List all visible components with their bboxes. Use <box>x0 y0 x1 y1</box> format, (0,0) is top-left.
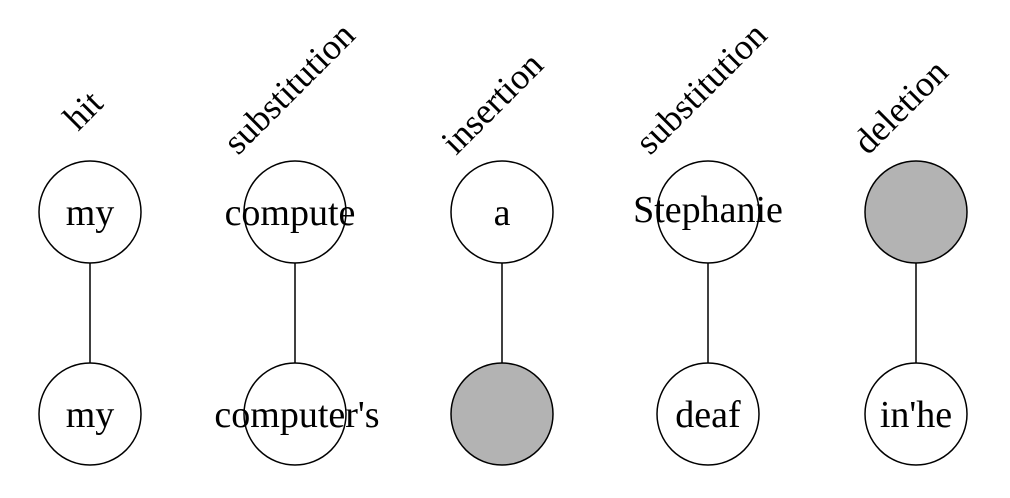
hypothesis-node-empty <box>450 362 554 466</box>
reference-word: Stephanie <box>633 189 783 231</box>
reference-word: a <box>494 192 511 234</box>
alignment-column-hit: hit my my <box>38 82 142 466</box>
reference-node <box>38 160 142 264</box>
hypothesis-word: deaf <box>675 394 741 436</box>
alignment-column-deletion: deletion in'he <box>845 51 968 466</box>
reference-node <box>450 160 554 264</box>
reference-node <box>243 160 347 264</box>
hypothesis-word: computer's <box>214 394 379 436</box>
operation-label: hit <box>55 82 110 137</box>
alignment-column-insertion: insertion a <box>433 44 554 466</box>
operation-label: substitution <box>215 15 362 162</box>
reference-node-empty <box>864 160 968 264</box>
alignment-column-substitution-2: substitution Stephanie deaf <box>627 15 783 466</box>
hypothesis-node <box>864 362 968 466</box>
operation-label: substitution <box>627 15 774 162</box>
hypothesis-node <box>38 362 142 466</box>
hypothesis-word: my <box>66 394 115 436</box>
hypothesis-node <box>656 362 760 466</box>
reference-word: compute <box>225 192 356 234</box>
hypothesis-node <box>243 362 347 466</box>
alignment-column-substitution: substitution compute computer's <box>214 15 380 466</box>
operation-label: insertion <box>433 44 550 161</box>
operation-label: deletion <box>845 51 955 161</box>
reference-word: my <box>66 192 115 234</box>
reference-node <box>656 160 760 264</box>
hypothesis-word: in'he <box>880 394 952 436</box>
